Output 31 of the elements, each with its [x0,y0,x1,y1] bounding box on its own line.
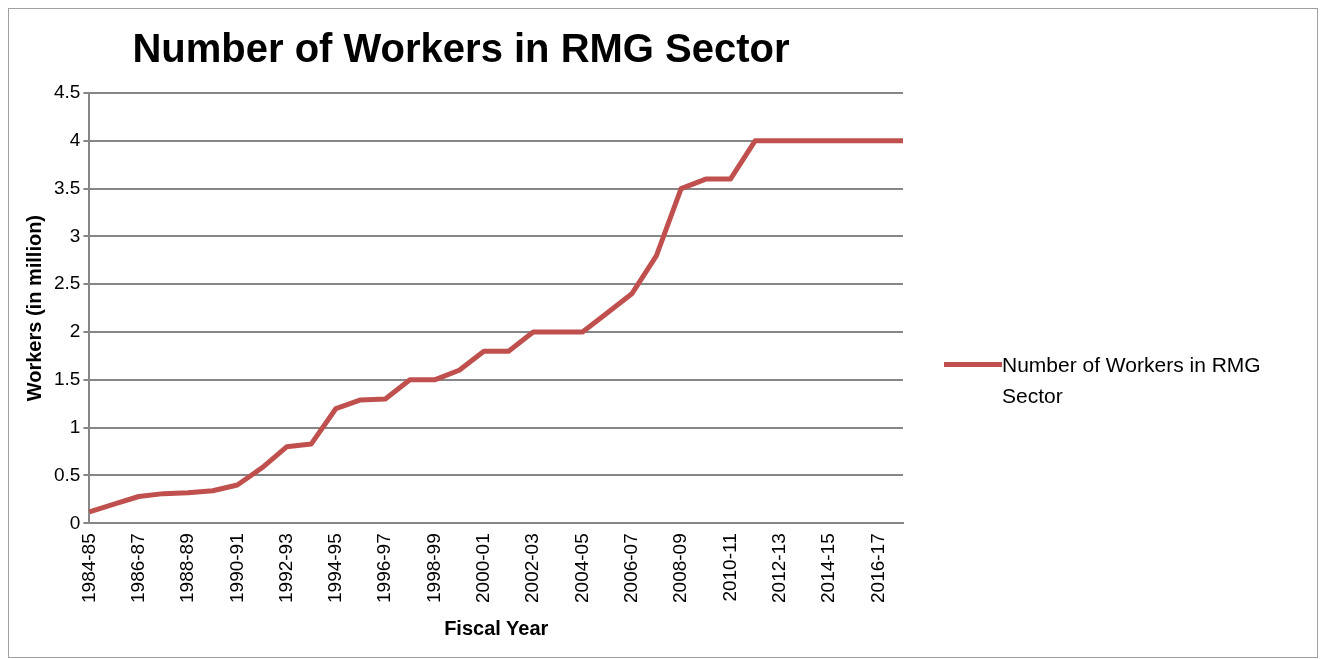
legend-label: Number of Workers in RMG Sector [1002,352,1262,409]
y-tick-label: 3 [69,224,81,246]
y-tick-label: 4.5 [53,81,81,103]
x-tick-label: 2006-07 [620,533,642,604]
x-tick-label: 2002-03 [521,533,543,604]
x-tick-label: 2008-09 [669,533,691,604]
chart-title: Number of Workers in RMG Sector [132,26,790,71]
y-tick-label: 4 [69,129,81,151]
x-tick-label: 2004-05 [570,533,592,604]
x-tick-label: 2014-15 [817,533,839,604]
y-tick-label: 1 [69,415,81,437]
y-tick-label: 3.5 [53,176,81,198]
y-tick-label: 0 [69,511,81,533]
x-tick-label: 1992-93 [274,533,296,604]
x-tick-label: 1994-95 [324,533,346,604]
x-tick-label: 2016-17 [866,533,888,604]
x-axis-title: Fiscal Year [444,616,549,639]
y-axis-title: Workers (in million) [22,214,45,402]
x-tick-label: 2000-01 [472,533,494,604]
x-tick-label: 2012-13 [767,533,789,604]
x-tick-label: 1996-97 [373,533,395,604]
x-tick-label: 1986-87 [126,533,148,604]
x-tick-label: 2010-11 [718,533,740,602]
x-tick-label: 1990-91 [225,533,247,604]
y-tick-label: 2.5 [53,272,81,294]
x-tick-label: 1998-99 [422,533,444,604]
x-tick-label: 1988-89 [176,533,198,604]
x-tick-label: 1984-85 [77,533,99,604]
y-tick-label: 2 [69,320,81,342]
y-tick-label: 0.5 [53,463,81,485]
y-tick-label: 1.5 [53,368,81,390]
